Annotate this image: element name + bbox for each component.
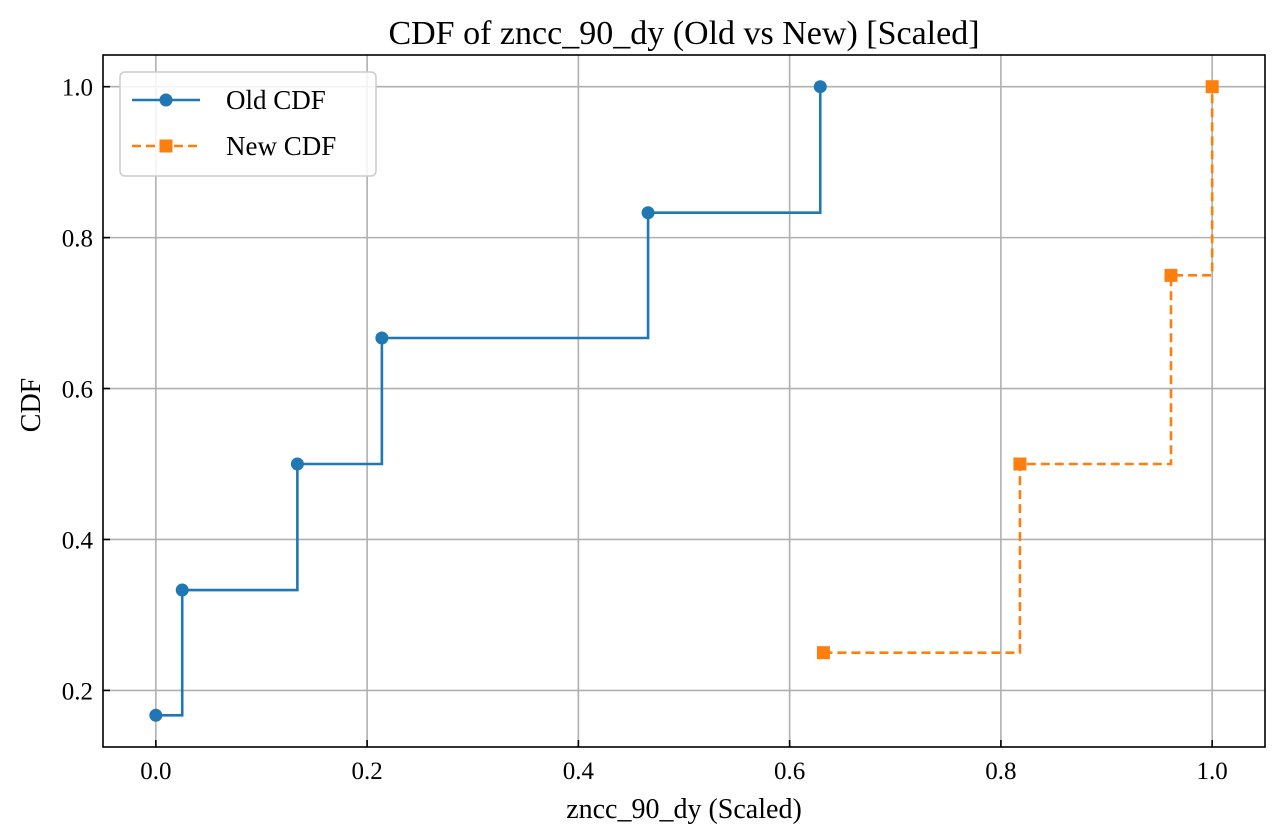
old-cdf-step-line <box>155 86 822 717</box>
y-axis-label: CDF <box>16 378 47 432</box>
y-tick-label: 0.2 <box>62 678 93 705</box>
chart-title: CDF of zncc_90_dy (Old vs New) [Scaled] <box>388 15 979 52</box>
legend-box <box>119 71 377 177</box>
new-cdf-point <box>1205 80 1219 94</box>
legend-new-marker <box>159 139 173 153</box>
new-cdf-point <box>816 646 830 660</box>
x-tick-label: 1.0 <box>1197 758 1228 785</box>
old-cdf-point <box>375 331 389 345</box>
legend: Old CDF New CDF <box>119 71 377 177</box>
new-cdf-point <box>1013 457 1027 471</box>
y-tick-label: 0.8 <box>62 226 93 253</box>
x-tick-label: 0.4 <box>563 758 595 785</box>
old-cdf-point <box>641 206 655 220</box>
new-cdf-point <box>1164 268 1178 282</box>
old-cdf-point <box>149 708 163 722</box>
x-tick-label: 0.2 <box>351 758 382 785</box>
series-layer <box>149 80 1219 722</box>
plot-frame <box>102 54 1266 748</box>
old-cdf-point <box>175 583 189 597</box>
legend-old-label: Old CDF <box>226 85 326 115</box>
y-tick-label: 0.4 <box>62 527 94 554</box>
new-cdf-step-line <box>823 86 1214 654</box>
x-tick-label: 0.0 <box>140 758 171 785</box>
old-cdf-point <box>813 80 827 94</box>
y-tick-label: 0.6 <box>62 377 93 404</box>
x-axis-label: zncc_90_dy (Scaled) <box>566 794 802 825</box>
legend-new-label: New CDF <box>226 131 336 161</box>
legend-old-marker <box>159 93 173 107</box>
x-tick-label: 0.6 <box>774 758 805 785</box>
axis-ticks: 0.0 0.2 0.4 0.6 0.8 1.0 0.2 0.4 0.6 0.8 1.0 <box>62 75 1228 785</box>
old-cdf-point <box>290 457 304 471</box>
y-tick-label: 1.0 <box>62 75 93 102</box>
x-tick-label: 0.8 <box>985 758 1016 785</box>
